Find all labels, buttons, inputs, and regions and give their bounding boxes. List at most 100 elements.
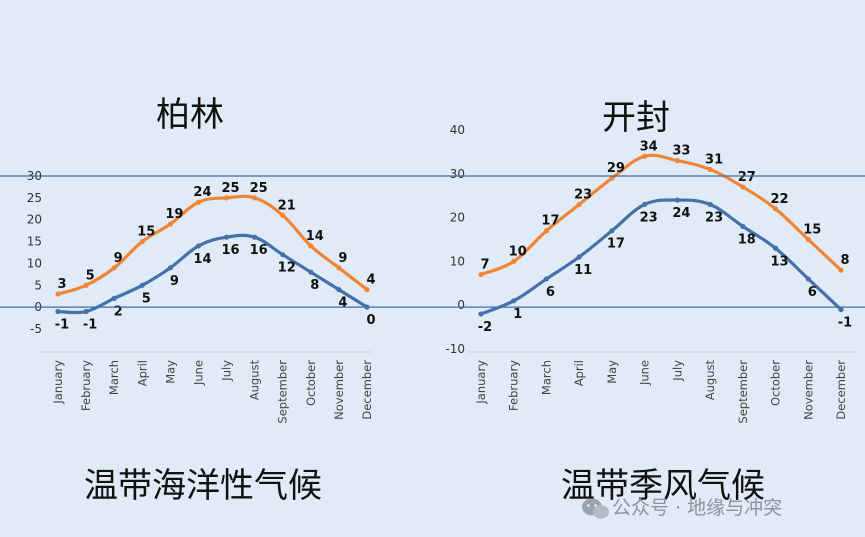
berlin-data-label: 16 [221, 243, 239, 258]
kaifeng-xtick: March [539, 360, 553, 395]
kaifeng-data-label: 31 [705, 152, 723, 167]
kaifeng-xtick: April [572, 360, 586, 386]
kaifeng-xtick: May [605, 360, 619, 384]
kaifeng-data-point [772, 245, 779, 251]
kaifeng-data-point [511, 258, 517, 264]
kaifeng-data-point [576, 254, 582, 260]
berlin-data-label: 9 [170, 274, 179, 289]
berlin-data-label: 21 [278, 198, 296, 213]
kaifeng-data-point [478, 311, 484, 317]
kaifeng-data-point [478, 271, 484, 278]
kaifeng-data-label: 10 [509, 244, 527, 259]
berlin-data-label: 4 [338, 296, 347, 311]
berlin-data-label: 5 [142, 291, 151, 306]
berlin-data-point [223, 195, 230, 201]
kaifeng-xtick: June [638, 360, 652, 386]
kaifeng-data-label: 29 [607, 161, 625, 176]
kaifeng-data-point [740, 223, 746, 229]
berlin-data-point [55, 291, 61, 297]
kaifeng-xtick: February [507, 360, 521, 411]
kaifeng-data-label: 8 [840, 253, 849, 268]
berlin-data-label: 19 [165, 207, 183, 222]
berlin-x-axis: January February March April May June July Augu… [38, 351, 374, 424]
kaifeng-ytick: 0 [457, 298, 465, 312]
kaifeng-data-point [576, 201, 582, 208]
kaifeng-data-point [707, 201, 713, 208]
berlin-series-line-0 [56, 194, 369, 296]
kaifeng-series-line-0 [479, 153, 843, 277]
berlin-data-label: -1 [83, 318, 97, 333]
kaifeng-data-label: 18 [738, 232, 756, 247]
kaifeng-y-axis: -10 0 10 20 30 40 [445, 123, 465, 356]
kaifeng-data-point [740, 184, 746, 190]
wechat-icon [582, 498, 609, 519]
berlin-data-label: 8 [310, 278, 319, 293]
kaifeng-data-label: 33 [672, 144, 690, 159]
berlin-xtick: March [107, 360, 121, 395]
berlin-xtick: August [248, 360, 262, 401]
berlin-data-label: 15 [137, 225, 155, 240]
berlin-ytick: 5 [34, 278, 42, 292]
kaifeng-data-point [838, 306, 844, 313]
kaifeng-ytick: 10 [450, 254, 465, 268]
berlin-data-point [195, 243, 202, 249]
berlin-data-label: 0 [366, 313, 375, 328]
berlin-data-point [252, 234, 258, 240]
kaifeng-data-point [772, 206, 779, 212]
berlin-data-point [280, 252, 286, 258]
berlin-ytick: -5 [30, 322, 42, 336]
berlin-data-point [55, 308, 61, 315]
berlin-data-point [308, 243, 314, 249]
kaifeng-xtick: November [801, 360, 815, 420]
berlin-data-label: 14 [193, 252, 211, 267]
kaifeng-chart-title: 开封 [602, 98, 670, 138]
berlin-data-label: 5 [86, 268, 95, 283]
watermark: 公众号 · 地缘与冲突 [582, 497, 782, 519]
kaifeng-data-label: 24 [672, 206, 690, 221]
berlin-climate-caption: 温带海洋性气候 [84, 466, 322, 506]
kaifeng-xtick: July [670, 360, 684, 382]
berlin-xtick: January [51, 360, 65, 405]
kaifeng-data-point [674, 197, 680, 203]
kaifeng-data-point [838, 267, 844, 273]
kaifeng-data-label: 23 [705, 210, 723, 225]
berlin-series-line-1 [56, 233, 369, 315]
berlin-data-label: 2 [114, 304, 123, 319]
kaifeng-data-label: -1 [838, 316, 852, 331]
kaifeng-xtick: September [736, 360, 750, 424]
watermark-text: 公众号 · 地缘与冲突 [612, 497, 782, 519]
kaifeng-data-point [543, 228, 550, 234]
berlin-data-label: 9 [114, 251, 123, 266]
kaifeng-data-label: 27 [738, 170, 756, 185]
kaifeng-data-point [609, 228, 615, 234]
berlin-data-label: 25 [250, 181, 268, 196]
berlin-data-point [111, 265, 117, 271]
berlin-xtick: June [191, 360, 205, 386]
kaifeng-data-point [805, 276, 811, 282]
berlin-data-label: 4 [366, 273, 375, 288]
kaifeng-data-label: 13 [770, 254, 788, 269]
berlin-xtick: October [304, 360, 318, 406]
berlin-data-label: 9 [338, 251, 347, 266]
kaifeng-data-point [805, 236, 811, 243]
berlin-data-point [336, 287, 342, 293]
kaifeng-data-label: 1 [513, 307, 522, 322]
kaifeng-ytick: 20 [450, 211, 465, 225]
kaifeng-data-label: 23 [640, 210, 658, 225]
berlin-data-label: -1 [55, 318, 69, 333]
berlin-xtick: December [360, 360, 374, 420]
berlin-data-label: 3 [57, 277, 66, 292]
berlin-data-label: 24 [193, 185, 211, 200]
berlin-data-point [83, 282, 89, 288]
berlin-data-point [111, 295, 117, 301]
kaifeng-data-label: 6 [808, 285, 817, 300]
kaifeng-xtick: October [769, 360, 783, 406]
berlin-xtick: November [332, 360, 346, 420]
berlin-ytick: 20 [27, 213, 42, 227]
kaifeng-data-label: 17 [541, 214, 559, 229]
kaifeng-xtick: January [474, 360, 488, 405]
kaifeng-data-point [674, 158, 680, 164]
